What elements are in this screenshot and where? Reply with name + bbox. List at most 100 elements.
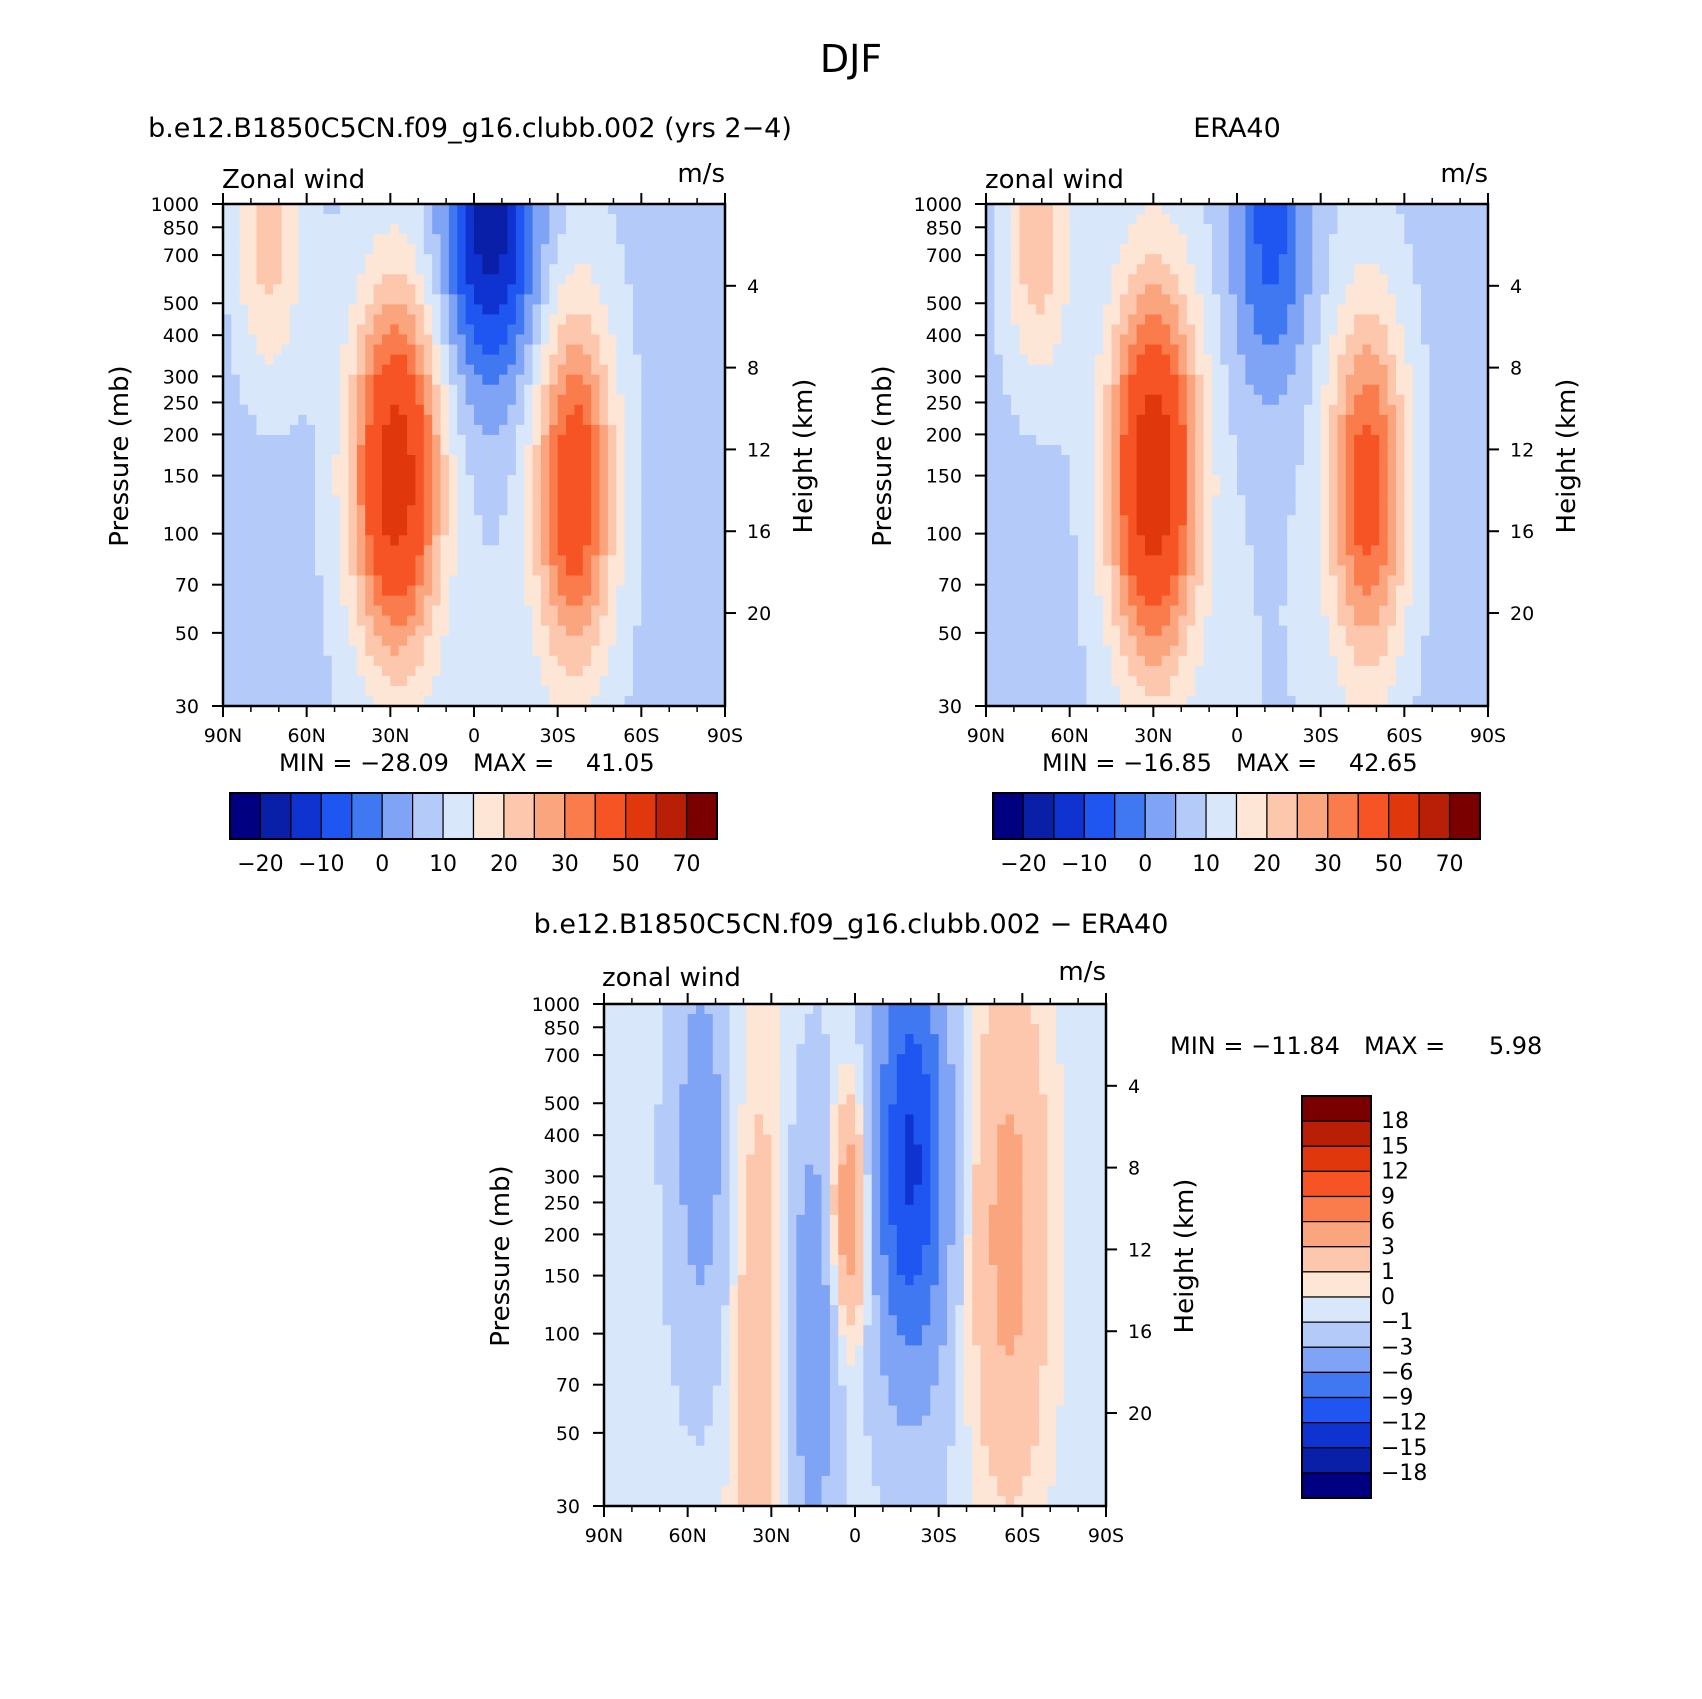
field-cell bbox=[1069, 274, 1079, 285]
field-cell bbox=[1362, 334, 1372, 346]
field-cell bbox=[457, 204, 467, 215]
field-cell bbox=[1303, 444, 1313, 456]
field-cell bbox=[440, 374, 450, 386]
field-cell bbox=[1178, 384, 1188, 396]
field-cell bbox=[1370, 485, 1380, 496]
field-cell bbox=[432, 635, 442, 647]
field-cell bbox=[348, 645, 358, 657]
field-cell bbox=[1454, 274, 1464, 285]
field-cell bbox=[1061, 374, 1071, 386]
field-cell bbox=[1228, 384, 1238, 396]
field-cell bbox=[1429, 274, 1439, 285]
field-cell bbox=[624, 535, 634, 546]
field-cell bbox=[1144, 444, 1154, 456]
field-cell bbox=[1220, 314, 1230, 326]
field-cell bbox=[524, 505, 534, 516]
field-cell bbox=[683, 224, 693, 235]
field-cell bbox=[1144, 475, 1154, 486]
field-cell bbox=[223, 605, 232, 617]
field-cell bbox=[331, 204, 341, 215]
field-cell bbox=[1429, 374, 1439, 386]
field-cell bbox=[1220, 414, 1230, 426]
field-cell bbox=[281, 535, 291, 546]
field-cell bbox=[515, 505, 525, 516]
field-cell bbox=[281, 575, 291, 587]
field-cell bbox=[1479, 475, 1489, 486]
field-cell bbox=[1320, 324, 1330, 336]
field-cell bbox=[398, 535, 408, 546]
field-cell bbox=[1270, 505, 1280, 516]
field-cell bbox=[1421, 224, 1431, 235]
field-cell bbox=[540, 344, 550, 356]
field-cell bbox=[390, 214, 400, 225]
field-cell bbox=[356, 224, 366, 235]
field-cell bbox=[323, 274, 333, 285]
field-cell bbox=[482, 595, 492, 607]
field-cell bbox=[624, 434, 634, 446]
field-cell bbox=[1262, 424, 1272, 436]
field-cell bbox=[499, 535, 509, 546]
field-cell bbox=[1078, 304, 1087, 316]
field-cell bbox=[1052, 515, 1062, 526]
field-cell bbox=[1329, 404, 1338, 416]
field-cell bbox=[423, 645, 433, 657]
field-cell bbox=[1437, 455, 1447, 466]
field-cell bbox=[1186, 455, 1196, 466]
field-cell bbox=[407, 414, 417, 426]
field-cell bbox=[1295, 334, 1305, 346]
field-cell bbox=[1237, 384, 1246, 396]
field-cell bbox=[1170, 294, 1180, 305]
field-cell bbox=[248, 434, 258, 446]
field-cell bbox=[457, 585, 467, 597]
field-cell bbox=[1312, 254, 1322, 265]
field-cell bbox=[1446, 465, 1456, 476]
field-cell bbox=[231, 615, 241, 627]
field-cell bbox=[1103, 314, 1113, 326]
field-cell bbox=[666, 465, 676, 476]
field-cell bbox=[607, 655, 617, 667]
field-cell bbox=[256, 234, 266, 245]
field-cell bbox=[239, 364, 249, 376]
field-cell bbox=[315, 444, 324, 456]
field-cell bbox=[323, 485, 333, 496]
field-cell bbox=[1421, 354, 1431, 366]
field-cell bbox=[574, 465, 584, 476]
field-cell bbox=[289, 535, 299, 546]
field-cell bbox=[1019, 384, 1029, 396]
field-cell bbox=[532, 655, 542, 667]
field-cell bbox=[457, 505, 467, 516]
field-cell bbox=[1186, 214, 1196, 225]
field-cell bbox=[708, 605, 718, 617]
field-cell bbox=[507, 565, 517, 577]
field-cell bbox=[348, 525, 358, 536]
field-cell bbox=[331, 685, 341, 697]
field-cell bbox=[1011, 344, 1021, 356]
field-cell bbox=[256, 414, 266, 426]
field-cell bbox=[356, 465, 366, 476]
field-cell bbox=[582, 224, 592, 235]
field-cell bbox=[223, 495, 232, 506]
field-cell bbox=[691, 585, 701, 597]
field-cell bbox=[390, 244, 400, 255]
field-cell bbox=[540, 244, 550, 255]
field-cell bbox=[1278, 475, 1288, 486]
field-cell bbox=[607, 284, 617, 295]
field-cell bbox=[1195, 354, 1205, 366]
field-cell bbox=[1027, 424, 1037, 436]
field-cell bbox=[1228, 254, 1238, 265]
field-cell bbox=[1036, 424, 1046, 436]
field-cell bbox=[239, 344, 249, 356]
y-tick-label: 200 bbox=[163, 424, 199, 446]
field-cell bbox=[624, 294, 634, 305]
field-cell bbox=[532, 334, 542, 346]
field-cell bbox=[1404, 384, 1414, 396]
field-cell bbox=[540, 545, 550, 556]
field-cell bbox=[407, 294, 417, 305]
field-cell bbox=[365, 495, 375, 506]
field-cell bbox=[423, 535, 433, 546]
field-cell bbox=[465, 595, 475, 607]
field-cell bbox=[306, 615, 316, 627]
field-cell bbox=[499, 545, 509, 556]
field-cell bbox=[348, 354, 358, 366]
field-cell bbox=[1237, 274, 1246, 285]
